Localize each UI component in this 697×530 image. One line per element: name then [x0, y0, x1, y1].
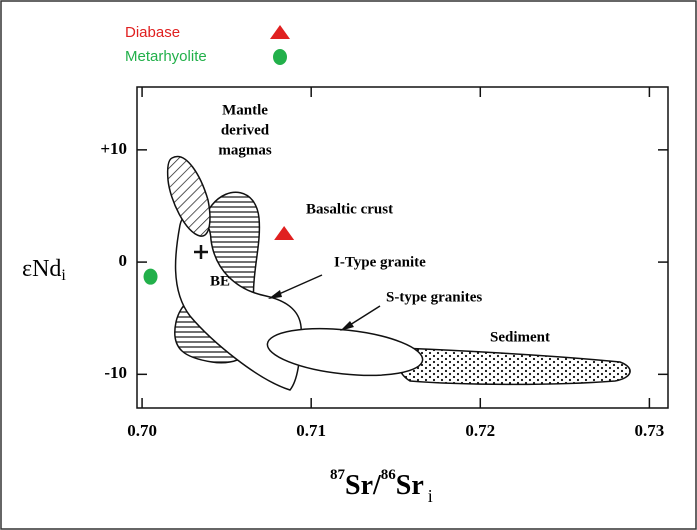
x-axis-label-part: Sr/	[345, 470, 382, 501]
x-axis-label-part: Sr	[396, 470, 424, 501]
annotation: S-type granites	[386, 289, 482, 305]
annotation: BE	[210, 273, 230, 289]
x-tick-label: 0.70	[127, 421, 157, 440]
annotation: magmas	[218, 142, 271, 158]
y-tick-label: +10	[100, 139, 127, 158]
y-tick-label: 0	[119, 251, 128, 270]
region-stype	[266, 327, 424, 377]
y-axis-label: εNdi	[22, 256, 66, 284]
annotation: I-Type granite	[334, 254, 426, 270]
x-tick-label: 0.73	[635, 421, 665, 440]
x-axis-label-sup: 87	[330, 467, 346, 483]
legend-marker	[273, 49, 287, 65]
region-sediment	[395, 347, 631, 386]
x-tick-label: 0.71	[296, 421, 326, 440]
y-tick-label: -10	[104, 363, 127, 382]
legend-label: Metarhyolite	[125, 48, 207, 65]
y-axis-label-sub: i	[61, 267, 66, 284]
plot-area	[136, 86, 669, 409]
y-axis-label-main: εNd	[22, 256, 61, 282]
annotation: Sediment	[490, 329, 550, 345]
point	[143, 268, 158, 285]
legend-marker	[270, 25, 290, 39]
legend-label: Diabase	[125, 24, 180, 41]
annotation: Basaltic crust	[306, 201, 393, 217]
x-axis-label-sub: i	[428, 486, 433, 506]
point	[274, 226, 295, 241]
annotation: Mantle	[222, 102, 268, 118]
x-tick-label: 0.72	[465, 421, 495, 440]
annotation: derived	[221, 122, 270, 138]
x-axis-label-sup: 86	[381, 467, 397, 483]
region-mantle	[166, 155, 211, 237]
arrowhead	[340, 321, 354, 331]
x-axis-label: 87Sr/86Sr i	[330, 467, 433, 506]
arrowhead	[268, 290, 282, 299]
